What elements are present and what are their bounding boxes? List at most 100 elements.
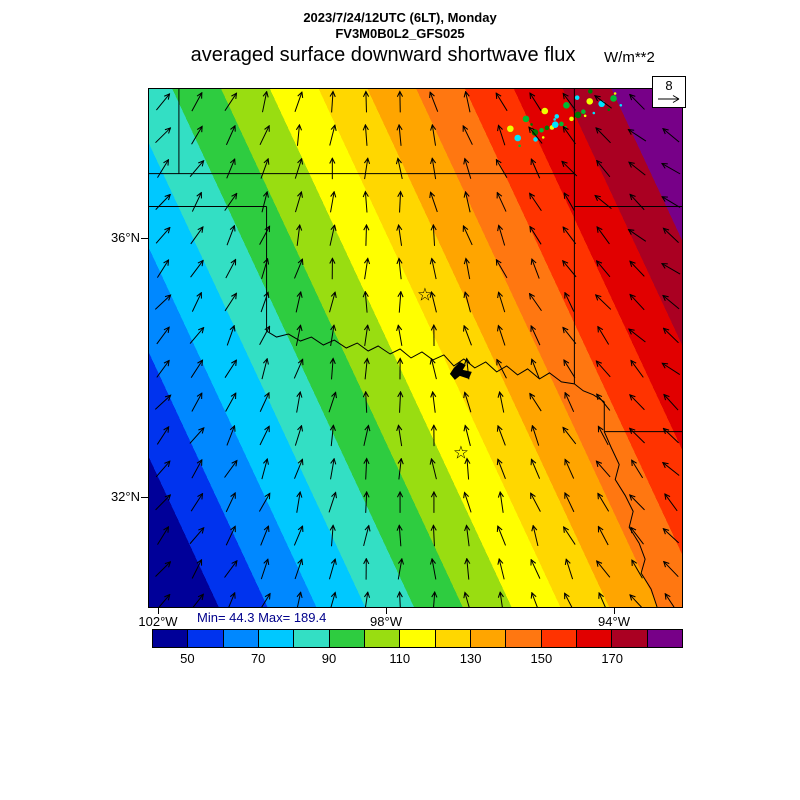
x-tick-label: 102°W: [138, 614, 178, 629]
wind-arrow: [192, 594, 203, 607]
wind-arrow: [497, 193, 507, 212]
wind-arrow: [224, 293, 236, 312]
wind-arrow: [366, 492, 367, 513]
wind-arrow: [329, 292, 336, 313]
wind-arrow: [632, 560, 643, 579]
wind-arrow: [564, 193, 576, 212]
wind-arrow: [595, 195, 612, 210]
anomaly-dot: [569, 116, 574, 122]
wind-arrow: [596, 361, 611, 378]
wind-arrow: [155, 194, 171, 210]
wind-arrow: [496, 260, 508, 279]
wind-arrow: [432, 559, 437, 580]
city-star-icon: ☆: [452, 442, 470, 463]
wind-arrow: [155, 461, 170, 478]
anomaly-dot: [551, 121, 559, 128]
wind-arrow: [224, 461, 237, 478]
x-tick-mark: [614, 608, 615, 614]
wind-arrow: [294, 259, 302, 279]
wind-arrow: [465, 426, 471, 446]
wind-arrow: [467, 525, 470, 547]
wind-arrow: [328, 559, 335, 580]
wind-arrow: [294, 559, 302, 580]
wind-arrow: [155, 228, 170, 244]
wind-arrow: [531, 326, 541, 346]
wind-arrow: [465, 159, 472, 179]
wind-arrow: [295, 292, 301, 313]
wind-arrow: [365, 258, 368, 280]
wind-arrow: [433, 392, 436, 413]
wind-arrow: [499, 559, 505, 580]
wind-arrow: [662, 197, 681, 208]
wind-arrow: [630, 261, 645, 277]
wind-arrow: [530, 294, 542, 312]
colorbar-segment: [647, 630, 682, 647]
wind-arrow: [398, 425, 401, 447]
anomaly-dot: [541, 136, 545, 139]
y-tick-label: 36°N: [110, 230, 140, 245]
wind-arrow: [330, 592, 335, 607]
wind-arrow: [431, 192, 438, 213]
wind-arrow: [398, 158, 403, 180]
wind-arrow: [365, 158, 368, 180]
wind-arrow: [294, 426, 301, 446]
wind-arrow: [363, 426, 369, 446]
anomaly-dot: [518, 144, 521, 148]
colorbar-segment: [470, 630, 507, 647]
wind-arrow: [466, 192, 471, 213]
wind-arrow: [399, 225, 402, 246]
anomaly-dot: [559, 121, 564, 127]
wind-arrow: [366, 459, 367, 480]
wind-arrow: [297, 225, 300, 246]
map-overlay-svg: [149, 89, 682, 607]
wind-arrow: [498, 459, 506, 479]
wind-arrow: [498, 426, 506, 446]
colorbar-tick-label: 170: [601, 651, 624, 666]
wind-arrow: [532, 593, 538, 607]
reference-arrow-icon: [658, 95, 680, 103]
wind-arrow: [260, 159, 268, 179]
anomaly-dot: [563, 102, 570, 109]
wind-arrow: [599, 593, 606, 607]
y-tick-label: 32°N: [110, 489, 140, 504]
wind-arrow: [191, 560, 201, 579]
border-sabine-river: [603, 431, 658, 607]
lake-texoma-shape: [449, 361, 472, 380]
wind-arrow: [366, 225, 367, 246]
wind-arrow: [595, 96, 612, 109]
anomaly-dot: [592, 111, 596, 115]
city-star-icon: ☆: [416, 284, 434, 305]
wind-arrow: [261, 192, 267, 213]
wind-arrow: [496, 160, 508, 179]
wind-arrow: [365, 359, 367, 380]
wind-arrow: [259, 226, 270, 245]
wind-arrow: [532, 259, 540, 279]
wind-arrow: [330, 192, 335, 213]
wind-arrow: [365, 325, 368, 346]
wind-arrow: [433, 525, 434, 547]
wind-arrow: [294, 92, 302, 112]
wind-arrow: [259, 126, 269, 146]
wind-arrow: [191, 460, 202, 479]
wind-arrow: [563, 261, 577, 278]
wind-arrow: [261, 594, 270, 607]
wind-arrow: [155, 562, 171, 577]
wind-arrow: [562, 161, 578, 177]
wind-arrow: [662, 363, 681, 376]
wind-arrow: [226, 426, 235, 446]
anomaly-dot: [588, 89, 593, 94]
colorbar-tick-label: 110: [389, 651, 411, 666]
wind-arrow: [463, 226, 473, 246]
wind-arrow: [662, 164, 681, 175]
wind-arrow: [432, 158, 437, 180]
colorbar-segment: [541, 630, 577, 647]
units-label: W/m**2: [604, 49, 655, 66]
wind-arrow: [226, 326, 234, 346]
wind-arrow: [630, 395, 645, 411]
wind-arrow: [189, 528, 204, 545]
wind-arrow: [399, 459, 401, 480]
wind-arrow: [563, 127, 576, 145]
wind-arrow: [431, 359, 437, 380]
wind-arrow: [400, 592, 401, 607]
wind-arrow: [261, 259, 268, 280]
